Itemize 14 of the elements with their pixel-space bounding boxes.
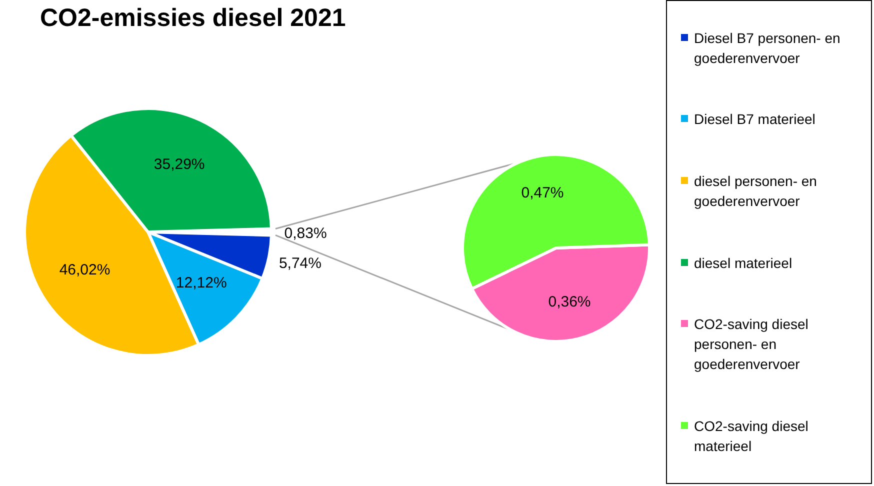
data-label: 35,29% bbox=[154, 156, 205, 173]
data-label: 5,74% bbox=[278, 255, 322, 272]
legend-label: CO2-saving diesel personen- en goederenvervoer bbox=[694, 315, 810, 374]
legend-label: CO2-saving diesel materieel bbox=[694, 417, 810, 456]
data-label: 0,47% bbox=[521, 184, 564, 202]
chart-title: CO2-emissies diesel 2021 bbox=[40, 4, 346, 33]
legend-label: Diesel B7 personen- en goederenvervoer bbox=[694, 28, 842, 68]
text: 0,83% bbox=[284, 225, 327, 242]
legend-label: Diesel B7 materieel bbox=[694, 110, 816, 130]
legend-label: diesel materieel bbox=[694, 254, 792, 273]
legend-label: diesel personen- en goederenvervoer bbox=[694, 172, 818, 212]
data-label: 46,02% bbox=[59, 262, 110, 279]
data-label: 0,36% bbox=[548, 294, 591, 311]
data-label: 12,12% bbox=[176, 274, 227, 292]
